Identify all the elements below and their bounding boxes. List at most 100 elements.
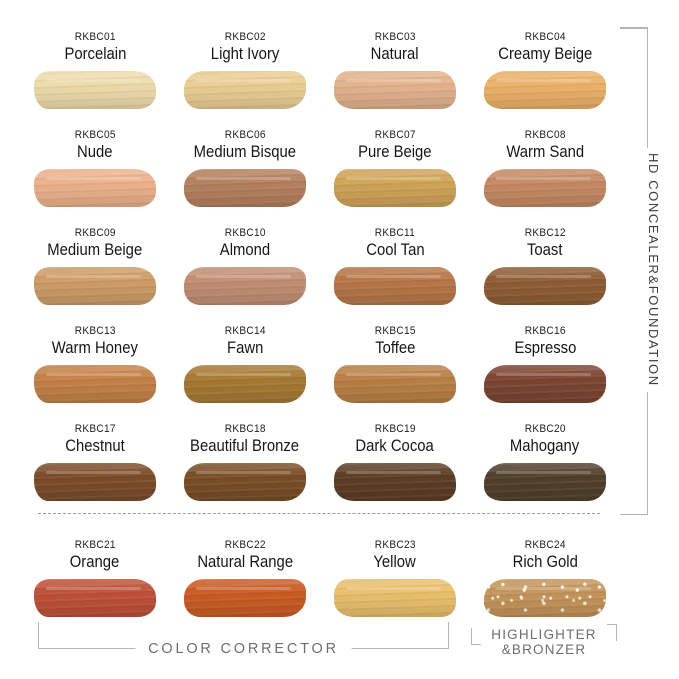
- swatch-name: Toast: [527, 241, 563, 259]
- swatch-cell: RKBC21 Orange: [20, 512, 170, 630]
- swatch-cell: RKBC14 Fawn: [170, 316, 320, 414]
- swatch-cell: RKBC12 Toast: [470, 218, 620, 316]
- right-corner-bracket-icon: [607, 624, 617, 641]
- swatch-cell: RKBC06 Medium Bisque: [170, 120, 320, 218]
- swatch-code: RKBC21: [74, 539, 116, 551]
- swatch-cell: RKBC22 Natural Range: [170, 512, 320, 630]
- swatch-code: RKBC07: [374, 129, 416, 141]
- swatch-code: RKBC02: [224, 31, 266, 43]
- swatch-name: Warm Honey: [51, 339, 139, 357]
- swatch-code: RKBC06: [224, 129, 266, 141]
- right-bracket-lower-line: [646, 392, 648, 515]
- swatch-code: RKBC16: [524, 325, 566, 337]
- swatch-cell: RKBC02 Light Ivory: [170, 22, 320, 120]
- swatch-name: Chestnut: [65, 437, 125, 455]
- swatch: [34, 579, 156, 617]
- swatch-code: RKBC09: [74, 227, 116, 239]
- swatch-name: Natural Range: [197, 553, 293, 571]
- swatch-name: Mahogany: [510, 437, 580, 455]
- swatch-cell: RKBC09 Medium Beige: [20, 218, 170, 316]
- swatch-code: RKBC17: [74, 423, 116, 435]
- swatch-name: Medium Beige: [47, 241, 143, 259]
- swatch-name: Natural: [371, 45, 419, 63]
- right-bracket-bottom-tick: [620, 513, 648, 515]
- swatch-cell: RKBC20 Mahogany: [470, 414, 620, 512]
- swatch: [34, 71, 156, 109]
- swatch-code: RKBC10: [224, 227, 266, 239]
- swatch: [34, 463, 156, 501]
- highlighter-label-line1: HIGHLIGHTER: [491, 627, 597, 642]
- right-bracket-top-tick: [620, 27, 648, 29]
- swatch-code: RKBC05: [74, 129, 116, 141]
- swatch-name: Cool Tan: [365, 241, 425, 259]
- swatch: [484, 71, 606, 109]
- swatch-cell: RKBC18 Beautiful Bronze: [170, 414, 320, 512]
- swatch-code: RKBC04: [524, 31, 566, 43]
- swatch-cell: RKBC23 Yellow: [320, 512, 470, 630]
- swatch-cell: RKBC01 Porcelain: [20, 22, 170, 120]
- swatch-name: Pure Beige: [358, 143, 432, 161]
- swatch-code: RKBC20: [524, 423, 566, 435]
- swatch-name: Espresso: [514, 339, 576, 357]
- swatch-code: RKBC14: [224, 325, 266, 337]
- swatch-name: Yellow: [373, 553, 417, 571]
- swatch-cell: RKBC11 Cool Tan: [320, 218, 470, 316]
- swatch-code: RKBC03: [374, 31, 416, 43]
- swatch-code: RKBC18: [224, 423, 266, 435]
- swatch: [184, 365, 306, 403]
- swatch-name: Fawn: [226, 339, 264, 357]
- swatch: [184, 267, 306, 305]
- hd-concealer-foundation-label: HD CONCEALER&FOUNDATION: [646, 153, 661, 387]
- swatch-name: Nude: [77, 143, 113, 161]
- left-corner-bracket-icon: [471, 628, 481, 645]
- swatch: [184, 463, 306, 501]
- swatch: [184, 71, 306, 109]
- swatch: [484, 365, 606, 403]
- swatch: [184, 579, 306, 617]
- highlighter-label-line2: &BRONZER: [501, 642, 587, 657]
- swatch-name: Orange: [70, 553, 120, 571]
- swatch: [34, 365, 156, 403]
- swatch: [334, 71, 456, 109]
- color-corrector-label: COLOR CORRECTOR: [135, 641, 352, 657]
- swatch-code: RKBC01: [74, 31, 116, 43]
- swatch-cell: RKBC04 Creamy Beige: [470, 22, 620, 120]
- swatch: [334, 579, 456, 617]
- swatch-cell: RKBC08 Warm Sand: [470, 120, 620, 218]
- swatch-code: RKBC12: [524, 227, 566, 239]
- dashed-separator: [38, 513, 600, 514]
- swatch-grid: RKBC01 Porcelain RKBC02 Light Ivory RKBC…: [20, 22, 620, 630]
- swatch-code: RKBC22: [224, 539, 266, 551]
- swatch: [484, 169, 606, 207]
- swatch: [484, 579, 606, 617]
- swatch-cell: RKBC10 Almond: [170, 218, 320, 316]
- swatch: [34, 169, 156, 207]
- swatch-name: Beautiful Bronze: [190, 437, 300, 455]
- swatch-cell: RKBC17 Chestnut: [20, 414, 170, 512]
- swatch-cell: RKBC19 Dark Cocoa: [320, 414, 470, 512]
- swatch: [334, 267, 456, 305]
- swatch-name: Warm Sand: [506, 143, 584, 161]
- swatch: [484, 267, 606, 305]
- swatch-name: Creamy Beige: [497, 45, 593, 63]
- swatch-name: Rich Gold: [512, 553, 578, 571]
- swatch: [334, 169, 456, 207]
- swatch-code: RKBC24: [524, 539, 566, 551]
- swatch: [334, 463, 456, 501]
- swatch-code: RKBC08: [524, 129, 566, 141]
- swatch-code: RKBC19: [374, 423, 416, 435]
- swatch-cell: RKBC15 Toffee: [320, 316, 470, 414]
- swatch-cell: RKBC24 Rich Gold: [470, 512, 620, 630]
- swatch: [34, 267, 156, 305]
- swatch-cell: RKBC16 Espresso: [470, 316, 620, 414]
- swatch-code: RKBC15: [374, 325, 416, 337]
- swatch-name: Dark Cocoa: [355, 437, 435, 455]
- swatch-code: RKBC13: [74, 325, 116, 337]
- swatch-name: Light Ivory: [210, 45, 280, 63]
- swatch: [184, 169, 306, 207]
- swatch-name: Toffee: [374, 339, 416, 357]
- swatch-cell: RKBC13 Warm Honey: [20, 316, 170, 414]
- swatch-code: RKBC11: [374, 227, 416, 239]
- swatch: [334, 365, 456, 403]
